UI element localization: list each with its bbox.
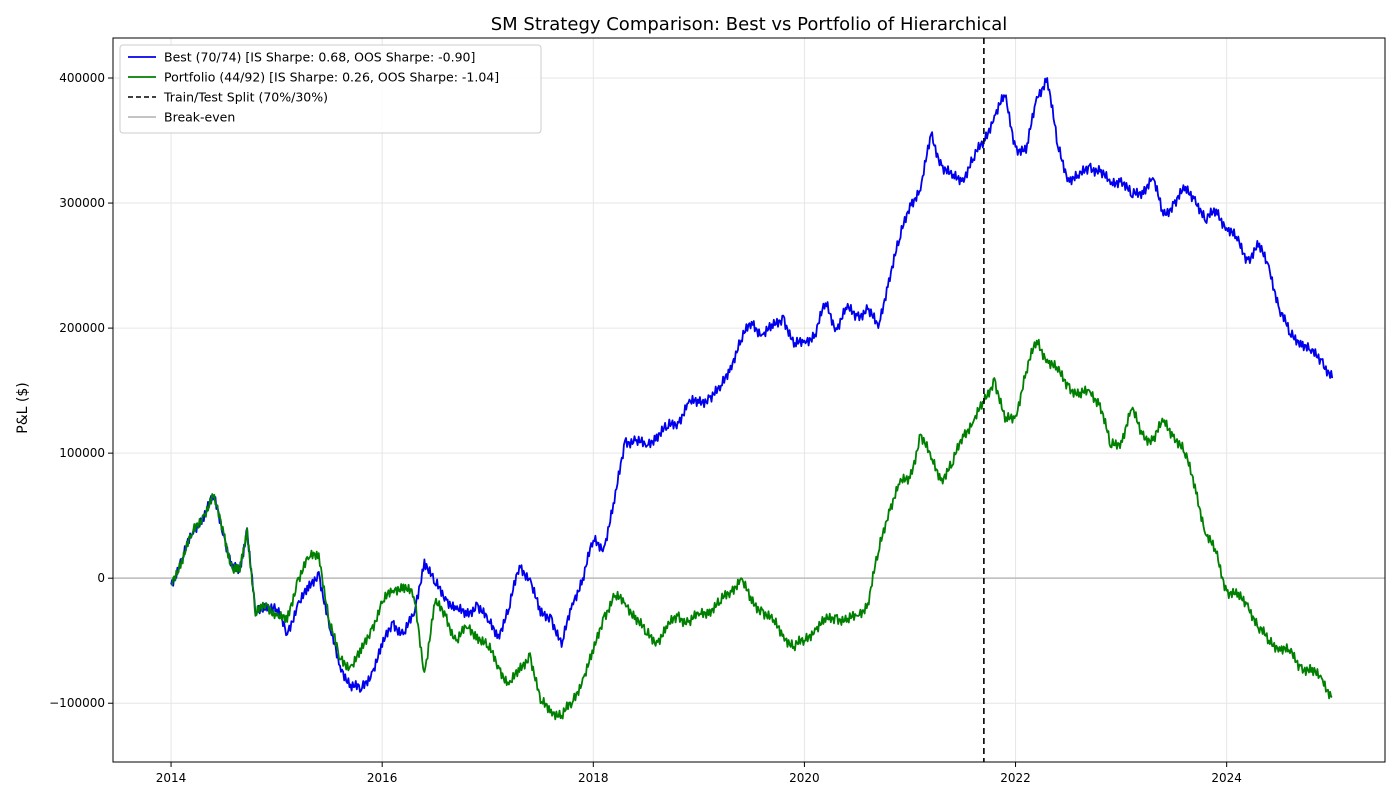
x-tick-label: 2024 — [1211, 771, 1242, 785]
x-tick-label: 2022 — [1000, 771, 1031, 785]
legend: Best (70/74) [IS Sharpe: 0.68, OOS Sharp… — [119, 44, 542, 134]
x-tick-label: 2018 — [578, 771, 609, 785]
x-tick-label: 2014 — [156, 771, 187, 785]
x-tick-label: 2020 — [789, 771, 820, 785]
x-axis-ticks: 2014 2016 2018 2020 2022 2024 — [156, 762, 1242, 785]
y-tick-label: 100000 — [59, 446, 105, 460]
y-tick-label: −100000 — [49, 696, 105, 710]
series-line-1 — [170, 77, 1334, 693]
plot-frame — [112, 37, 1386, 763]
chart-title: SM Strategy Comparison: Best vs Portfoli… — [491, 14, 1008, 35]
y-tick-label: 300000 — [59, 196, 105, 210]
x-tick-label: 2016 — [367, 771, 398, 785]
y-tick-label: 400000 — [59, 71, 105, 85]
legend-box — [119, 44, 542, 134]
series-line-2 — [170, 338, 1333, 721]
legend-label: Break-even — [164, 110, 235, 125]
y-tick-label: 200000 — [59, 321, 105, 335]
y-axis-ticks: −100000 0 100000 200000 300000 400000 — [49, 71, 113, 710]
y-tick-label: 0 — [97, 571, 105, 585]
legend-label: Train/Test Split (70%/30%) — [163, 90, 328, 105]
legend-label: Portfolio (44/92) [IS Sharpe: 0.26, OOS … — [164, 70, 499, 85]
series-lines — [170, 38, 1334, 762]
legend-label: Best (70/74) [IS Sharpe: 0.68, OOS Sharp… — [164, 50, 475, 65]
y-axis-label: P&L ($) — [15, 382, 31, 433]
